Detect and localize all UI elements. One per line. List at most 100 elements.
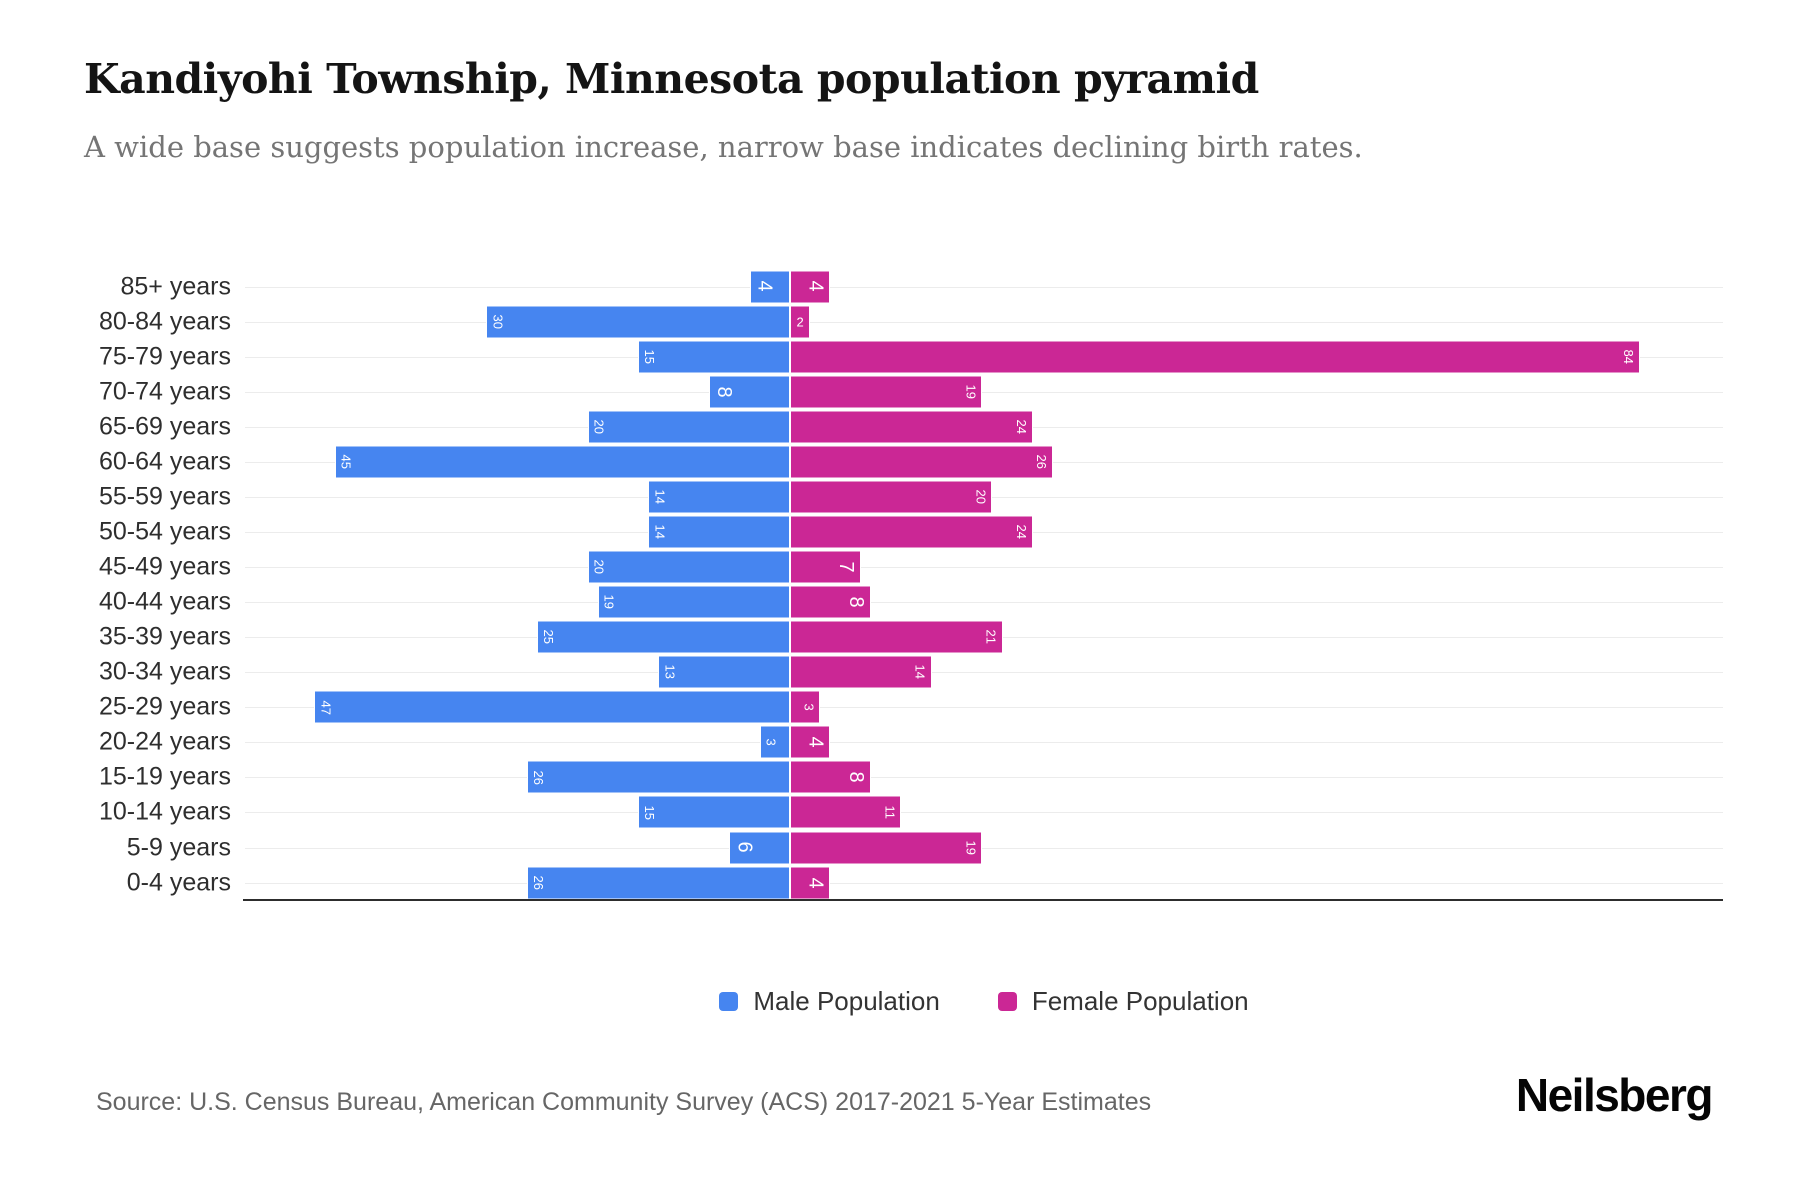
age-group-label: 85+ years (120, 272, 232, 301)
age-group-label: 50-54 years (98, 517, 231, 546)
female-bar-value: 4 (804, 280, 827, 293)
age-group-label: 80-84 years (98, 307, 231, 336)
pyramid-row: 65-69 years 20 24 (99, 409, 1723, 444)
legend-label-male: Male Population (753, 986, 940, 1016)
pyramid-row: 60-64 years 45 26 (99, 444, 1723, 479)
female-bar[interactable]: 84 (790, 340, 1641, 374)
male-bar-value: 47 (318, 700, 334, 715)
age-group-label: 55-59 years (98, 482, 231, 511)
female-bar-value: 11 (882, 805, 898, 820)
x-axis-line (243, 899, 1723, 901)
female-bar[interactable]: 24 (790, 410, 1033, 444)
female-bar[interactable]: 4 (790, 270, 831, 304)
male-bar-value: 8 (713, 386, 736, 398)
neilsberg-logo: Neilsberg (1515, 1069, 1714, 1121)
pyramid-row: 20-24 years 3 4 (99, 725, 1723, 760)
age-group-label: 45-49 years (98, 552, 231, 581)
female-bar[interactable]: 4 (790, 725, 831, 759)
female-bar-value: 2 (796, 314, 804, 330)
male-bar[interactable]: 13 (658, 655, 790, 689)
gridline (245, 707, 1723, 709)
legend-label-female: Female Population (1031, 986, 1249, 1016)
female-bar[interactable]: 4 (790, 866, 831, 900)
legend-item-female[interactable]: Female Population (997, 986, 1249, 1017)
pyramid-row: 55-59 years 14 20 (99, 479, 1723, 514)
female-bar[interactable]: 14 (790, 655, 932, 689)
male-bar[interactable]: 14 (648, 515, 790, 549)
female-bar[interactable]: 20 (790, 480, 993, 514)
age-group-label: 70-74 years (98, 377, 231, 406)
male-bar[interactable]: 45 (334, 445, 790, 479)
pyramid-row: 10-14 years 15 11 (99, 795, 1723, 830)
gridline (245, 286, 1723, 288)
male-bar[interactable]: 25 (537, 620, 790, 654)
pyramid-row: 50-54 years 14 24 (99, 514, 1723, 549)
female-bar[interactable]: 19 (790, 831, 983, 865)
gridline (245, 602, 1723, 604)
age-group-label: 75-79 years (98, 342, 231, 371)
male-bar[interactable]: 26 (526, 866, 790, 900)
pyramid-row: 85+ years 4 4 (121, 269, 1723, 304)
male-bar[interactable]: 3 (759, 725, 790, 759)
age-group-label: 35-39 years (98, 622, 231, 651)
pyramid-row: 45-49 years 20 7 (99, 550, 1723, 585)
male-bar[interactable]: 19 (597, 585, 790, 619)
gridline (245, 672, 1723, 674)
female-bar-value: 24 (1013, 524, 1029, 540)
male-bar-value: 14 (652, 524, 668, 540)
male-bar[interactable]: 4 (749, 270, 790, 304)
female-bar[interactable]: 7 (790, 550, 861, 584)
female-bar[interactable]: 19 (790, 375, 983, 409)
legend: Male Population Female Population (245, 986, 1723, 1017)
female-bar-value: 21 (983, 629, 999, 645)
female-bar-value: 4 (804, 877, 827, 889)
male-bar-value: 19 (601, 594, 617, 610)
pyramid-row: 75-79 years 15 84 (99, 339, 1723, 374)
age-group-label: 0-4 years (126, 868, 231, 897)
female-bar[interactable]: 8 (790, 585, 871, 619)
female-bar-value: 24 (1013, 419, 1029, 435)
gridline (245, 391, 1723, 393)
pyramid-row: 0-4 years 26 4 (127, 865, 1723, 900)
male-bar[interactable]: 14 (648, 480, 790, 514)
female-bar[interactable]: 24 (790, 515, 1033, 549)
male-bar[interactable]: 26 (526, 760, 790, 794)
male-bar[interactable]: 20 (587, 410, 790, 444)
male-bar[interactable]: 20 (587, 550, 790, 584)
age-group-label: 65-69 years (98, 412, 231, 441)
male-bar[interactable]: 6 (729, 831, 790, 865)
age-group-label: 40-44 years (98, 587, 231, 616)
pyramid-row: 5-9 years 6 19 (127, 830, 1723, 865)
gridline (245, 321, 1723, 323)
female-bar[interactable]: 3 (790, 690, 821, 724)
female-swatch-icon (997, 992, 1017, 1011)
age-group-label: 5-9 years (126, 833, 231, 862)
male-bar[interactable]: 15 (638, 340, 790, 374)
female-bar-value: 8 (844, 771, 867, 783)
source-attribution: Source: U.S. Census Bureau, American Com… (96, 1088, 1152, 1116)
male-bar-value: 26 (530, 770, 546, 785)
female-bar[interactable]: 8 (790, 760, 871, 794)
female-bar[interactable]: 26 (790, 445, 1054, 479)
pyramid-row: 25-29 years 47 3 (99, 690, 1723, 725)
legend-item-male[interactable]: Male Population (719, 986, 940, 1017)
male-bar-value: 6 (733, 841, 756, 854)
male-bar-value: 25 (541, 629, 556, 645)
male-bar-value: 45 (338, 454, 354, 470)
chart-subtitle: A wide base suggests population increase… (84, 130, 1363, 164)
male-bar-value: 14 (652, 489, 668, 505)
male-bar[interactable]: 30 (486, 305, 790, 339)
female-bar[interactable]: 21 (790, 620, 1003, 654)
female-bar[interactable]: 2 (790, 305, 811, 339)
female-bar-value: 3 (801, 703, 817, 711)
female-bar-value: 14 (912, 664, 928, 680)
male-bar[interactable]: 47 (314, 690, 790, 724)
pyramid-row: 15-19 years 26 8 (99, 760, 1723, 795)
male-bar-value: 4 (753, 280, 776, 293)
gridline (245, 812, 1723, 814)
female-bar[interactable]: 11 (790, 795, 902, 829)
male-bar[interactable]: 8 (709, 375, 790, 409)
chart-title: Kandiyohi Township, Minnesota population… (84, 55, 1259, 103)
male-bar[interactable]: 15 (638, 795, 790, 829)
